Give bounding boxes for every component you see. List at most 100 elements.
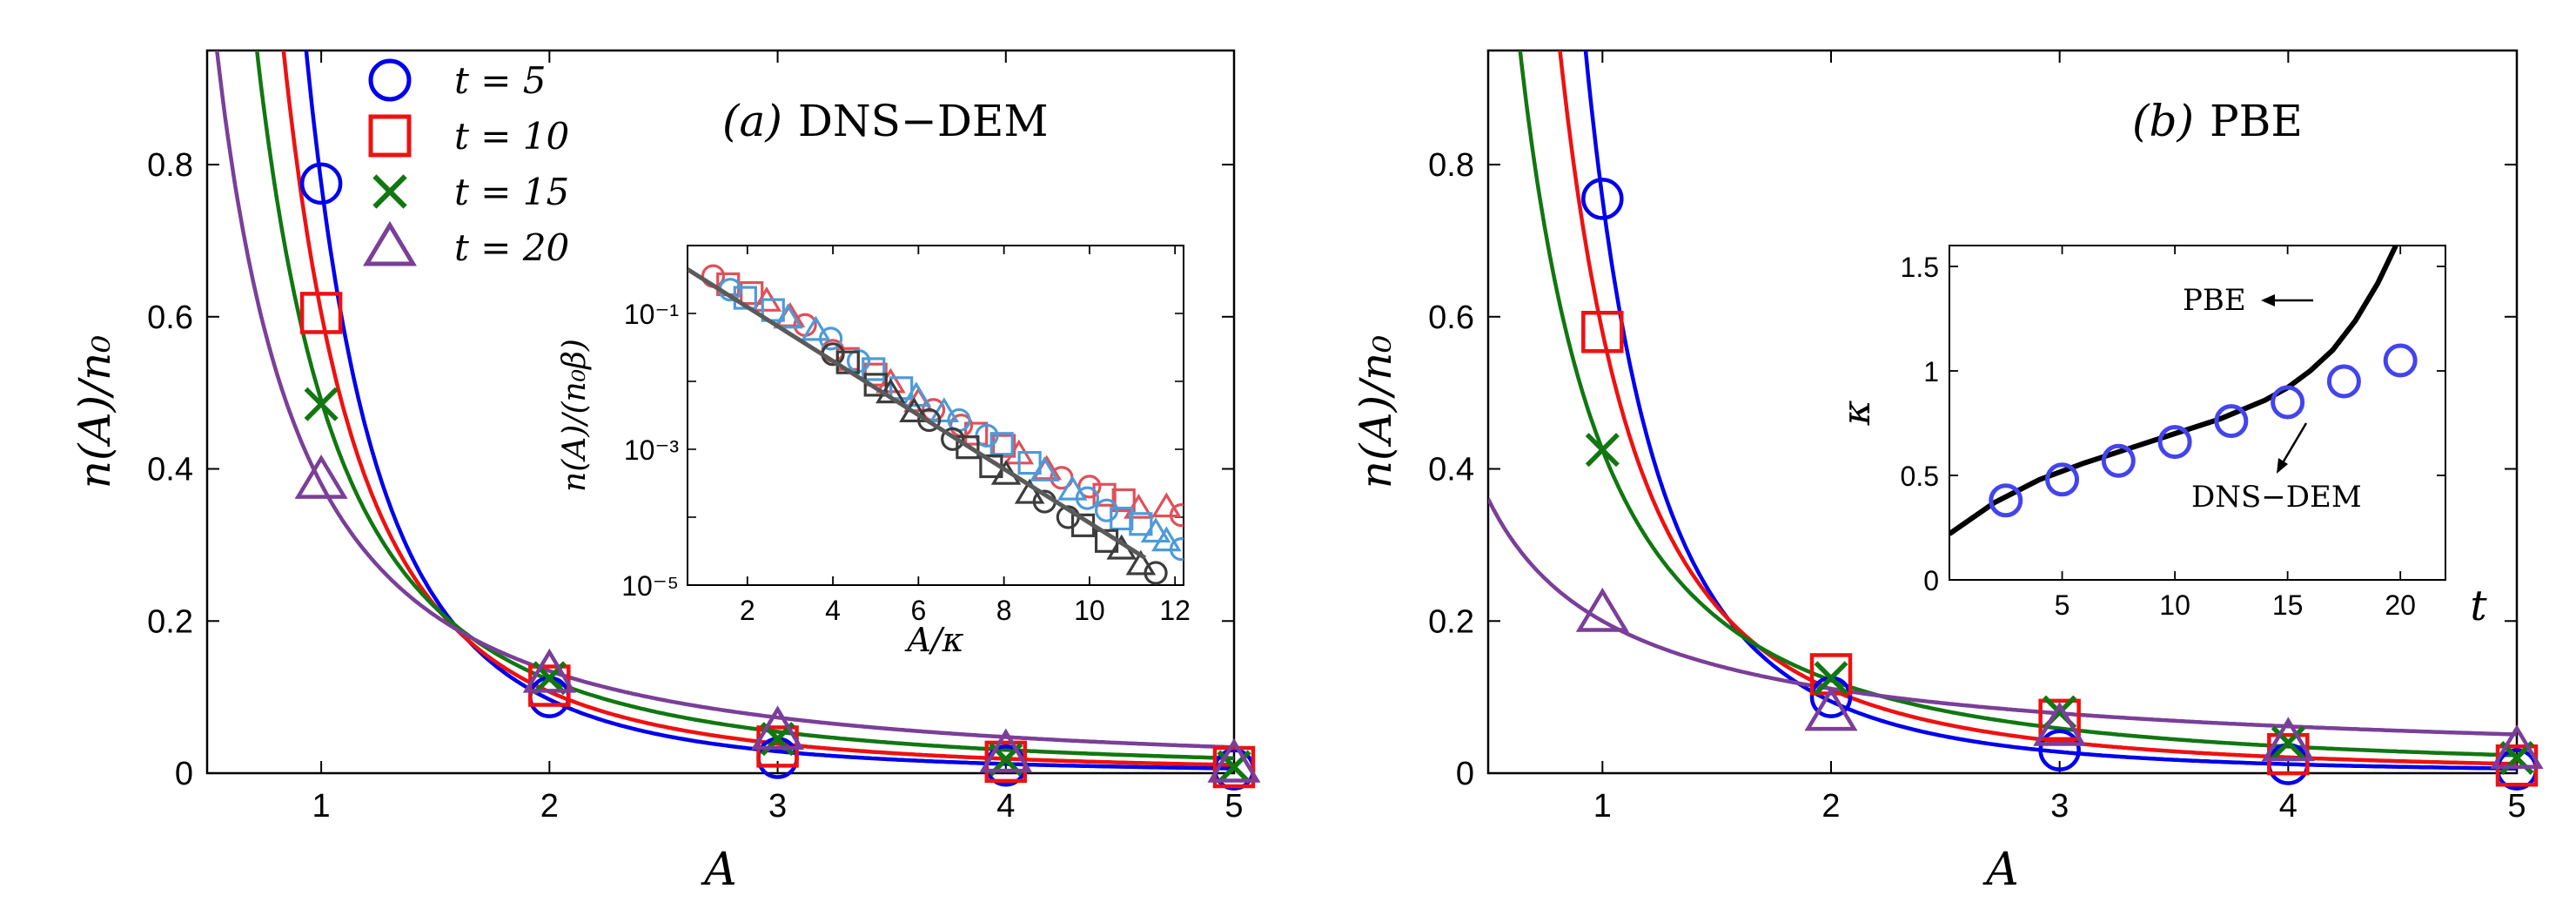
inset-x-tick-label: 8: [996, 595, 1012, 626]
inset-x-tick-label: 5: [2055, 589, 2070, 621]
panel-title: (a) DNS−DEM: [722, 96, 1049, 146]
curves: [214, 50, 1234, 771]
inset-point: [2045, 462, 2080, 497]
data-point: [2038, 729, 2081, 772]
inset-y-tick-label: 1: [1923, 356, 1939, 387]
dns-dem-annotation: DNS−DEM: [2191, 480, 2362, 515]
inset-point-blue: [1057, 475, 1088, 501]
inset-x-tick-label: 4: [825, 595, 841, 626]
curve-t15: [1518, 50, 2517, 758]
inset-y-tick-label: 10⁻³: [624, 434, 679, 466]
inset-point-gray: [863, 373, 888, 397]
panel-title: (b) PBE: [2132, 96, 2303, 146]
y-tick-label: 0.8: [1428, 147, 1474, 184]
inset-x-tick-label: 15: [2272, 589, 2304, 621]
inset-point: [2157, 425, 2192, 460]
inset-x-tick-label: 20: [2385, 589, 2416, 621]
inset-point-gray: [1125, 549, 1157, 576]
inset-y-tick-label: 10⁻⁵: [621, 570, 679, 602]
inset-point-gray: [917, 407, 942, 433]
data-point: [2271, 725, 2305, 760]
data-point: [2261, 717, 2315, 762]
legend: t = 5 t = 10 t = 15 t = 20: [363, 58, 569, 269]
inset-point: [2326, 364, 2361, 399]
x-tick-label: 3: [768, 788, 787, 825]
data-point: [1581, 311, 1624, 354]
inset-point-red: [992, 434, 1016, 458]
pbe-arrowhead: [2261, 294, 2275, 306]
x-tick-label: 4: [996, 788, 1015, 825]
y-tick-label: 0.2: [147, 603, 193, 640]
inset-data: [688, 264, 1184, 585]
inset-point-blue: [1029, 456, 1060, 481]
curve-t15: [254, 50, 1234, 761]
inset-point-red: [1151, 492, 1182, 518]
legend-label: t = 10: [454, 115, 569, 158]
data-point: [522, 648, 576, 693]
data-point: [1814, 661, 1848, 696]
panel-title-label: (b): [2132, 96, 2194, 146]
x-tick-label: 5: [2507, 788, 2526, 825]
axes-box: [205, 49, 1236, 775]
data-point: [1207, 737, 1261, 783]
y-tick-label: 0.4: [147, 452, 193, 488]
inset-point-gray: [956, 435, 980, 460]
inset-y-tick-label: 1.5: [1901, 252, 1939, 283]
data-point: [2033, 701, 2087, 746]
inset-x-tick-label: 2: [740, 595, 755, 626]
curves: [1488, 50, 2517, 771]
curve-t10: [281, 50, 1234, 767]
data-point: [979, 728, 1033, 773]
y-tick-label: 0.4: [1428, 452, 1474, 488]
inset-point-red: [1169, 503, 1184, 528]
inset-point: [2101, 443, 2136, 478]
x-tick-label: 2: [540, 788, 559, 825]
y-tick-label: 0.8: [147, 147, 193, 184]
inset-x-label: A/κ: [904, 621, 963, 659]
inset-point-blue: [1075, 486, 1100, 510]
inset-y-tick-label: 0.5: [1901, 461, 1939, 492]
series-markers: [294, 454, 1261, 783]
inset-point-gray: [941, 427, 965, 451]
inset-point-blue: [862, 357, 886, 381]
inset-b: 5 10 15 20 0 0.5 1 1.5 t κ PBE DNS−DEM: [1835, 245, 2487, 630]
inset-data: [1949, 246, 2418, 536]
inset-x-tick-label: 10: [2159, 589, 2190, 621]
inset-point-blue: [1094, 498, 1119, 522]
pbe-annotation: PBE: [2183, 283, 2246, 318]
inset-point-blue: [1151, 526, 1182, 552]
data-point: [1212, 745, 1256, 789]
data-point: [304, 387, 339, 421]
inset-y-label: κ: [1835, 400, 1879, 426]
inset-point-red: [964, 421, 989, 446]
x-tick-label: 2: [1821, 788, 1840, 825]
data-point: [751, 705, 805, 751]
x-axis-label: A: [1982, 844, 2019, 896]
legend-label: t = 15: [454, 171, 569, 213]
dns-dem-arrowhead: [2277, 458, 2288, 474]
legend-label: t = 20: [454, 226, 569, 269]
data-point: [2038, 698, 2081, 742]
inset-box: [1949, 245, 2446, 581]
inset-point-blue: [929, 397, 960, 423]
inset-y-tick-label: 0: [1923, 565, 1939, 596]
y-tick-label: 0: [1456, 756, 1474, 792]
inset-fit-line: [688, 267, 1147, 560]
data-point: [299, 162, 343, 205]
inset-y-label: n(A)/(n₀β): [557, 339, 593, 492]
inset-point-blue: [1140, 517, 1171, 543]
x-tick-label: 1: [312, 788, 331, 825]
y-tick-label: 0: [175, 756, 193, 792]
x-tick-label: 5: [1224, 788, 1243, 825]
data-point: [1575, 587, 1629, 632]
legend-marker: [368, 58, 412, 102]
inset-point-red: [1111, 488, 1136, 513]
x-tick-label: 3: [2050, 788, 2069, 825]
inset-point: [2271, 385, 2305, 420]
y-axis-label: n(A)/n₀: [70, 335, 120, 488]
inset-point-blue: [1110, 506, 1134, 531]
legend-marker: [372, 174, 407, 209]
inset-x-tick-label: 10: [1074, 595, 1105, 626]
